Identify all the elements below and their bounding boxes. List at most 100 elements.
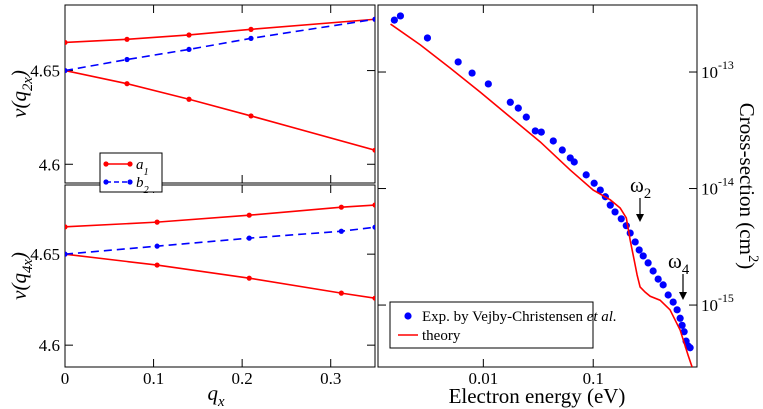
series-line	[65, 226, 375, 255]
series-line	[65, 69, 375, 151]
legend-swatch-dot	[103, 161, 109, 167]
data-point	[186, 32, 192, 38]
data-point	[506, 98, 514, 106]
legend-label: b2	[136, 175, 150, 196]
x-tick-label: 0.2	[232, 369, 253, 388]
data-point	[372, 224, 375, 230]
y-tick-label-part: 10	[701, 63, 718, 82]
legend-label-part: Exp. by Vejby-Christensen	[422, 309, 587, 325]
data-point	[669, 298, 677, 306]
data-point	[531, 127, 539, 135]
legend-label-part: theory	[422, 328, 461, 344]
data-point	[590, 179, 598, 187]
legend-swatch-dot	[404, 312, 412, 320]
annotation-part: ω	[668, 249, 682, 273]
annotation-part: ω	[630, 173, 644, 197]
data-point	[676, 314, 684, 322]
data-point	[570, 158, 578, 166]
y-axis-label: Cross-section (cm2)	[735, 103, 761, 270]
data-point	[186, 46, 192, 53]
legend-label: a1	[136, 157, 149, 178]
data-point	[649, 267, 657, 275]
plot-frame	[377, 4, 698, 368]
data-point	[673, 306, 681, 314]
data-point	[65, 224, 68, 230]
plot-area	[390, 12, 694, 367]
y-axis-label-part: 4x	[20, 259, 36, 273]
data-point	[396, 12, 405, 20]
data-point	[248, 26, 254, 32]
annotation: ω4	[668, 249, 690, 278]
legend-swatch-dot	[127, 179, 133, 185]
y-axis-label-part: 2	[745, 255, 761, 262]
data-point	[626, 229, 634, 237]
data-point	[659, 281, 667, 289]
y-tick-label-part: 10	[701, 296, 718, 315]
data-point	[664, 291, 672, 299]
legend-label-part: b	[136, 175, 144, 191]
legend-label: Exp. by Vejby-Christensen et al.	[422, 309, 617, 325]
data-point	[154, 243, 160, 249]
series-line	[65, 204, 375, 228]
legend-box	[389, 301, 594, 349]
series-line	[65, 18, 375, 44]
data-point	[558, 146, 566, 154]
y-tick-label: 10-14	[701, 175, 734, 199]
y-tick-label: 4.6	[39, 155, 60, 174]
y-tick-label-part: -15	[718, 291, 734, 305]
annotation-part: 4	[682, 262, 690, 278]
data-point	[246, 235, 252, 241]
y-axis-label-part: )	[7, 252, 31, 260]
legend-swatch-dot	[127, 161, 133, 167]
data-point	[549, 137, 557, 145]
data-point	[635, 246, 643, 254]
data-point	[338, 228, 344, 234]
data-point	[680, 328, 688, 336]
data-point	[606, 201, 614, 209]
plot-frame	[64, 184, 376, 368]
series-line	[390, 23, 693, 367]
legend-label: theory	[422, 328, 461, 344]
y-axis-label-part: 2x	[20, 77, 36, 91]
legend-label-part: 1	[144, 167, 149, 178]
data-point	[248, 35, 254, 41]
data-point	[617, 215, 625, 223]
series-line	[65, 18, 375, 72]
legend-swatch-dot	[103, 179, 109, 185]
y-tick-label-part: 10	[701, 180, 718, 199]
data-point	[338, 290, 344, 296]
data-point	[124, 81, 130, 87]
y-axis-label: v(q4x)	[7, 252, 36, 300]
y-axis-label-part: v(q	[7, 91, 31, 118]
x-tick-label: 0.01	[468, 369, 498, 388]
data-point	[639, 252, 647, 260]
y-axis-label-part: )	[7, 70, 31, 78]
data-point	[372, 202, 375, 208]
legend-label-part: et al.	[587, 309, 617, 325]
data-point	[611, 208, 619, 216]
annotation-arrowhead	[679, 292, 687, 300]
y-axis-label-part: )	[735, 262, 759, 269]
data-point	[124, 36, 130, 42]
y-tick-label-part: -13	[718, 58, 734, 72]
data-point	[390, 16, 398, 24]
y-axis-label-part: Cross-section (cm	[735, 103, 759, 255]
data-point	[338, 204, 344, 210]
data-point	[686, 344, 694, 352]
data-point	[248, 113, 254, 119]
data-point	[454, 58, 462, 66]
annotation: ω2	[630, 173, 651, 202]
data-point	[246, 275, 252, 281]
legend-label-part: a	[136, 157, 144, 173]
legend-box	[99, 152, 163, 193]
data-point	[537, 128, 545, 136]
y-tick-label-part: -14	[718, 175, 734, 189]
data-point	[65, 251, 68, 257]
data-point	[468, 69, 476, 77]
x-tick-label: 0.3	[320, 369, 341, 388]
data-point	[154, 262, 160, 268]
y-tick-label: 10-13	[701, 58, 734, 82]
x-axis-label: qx	[207, 381, 225, 409]
legend-label-part: 2	[144, 185, 150, 196]
